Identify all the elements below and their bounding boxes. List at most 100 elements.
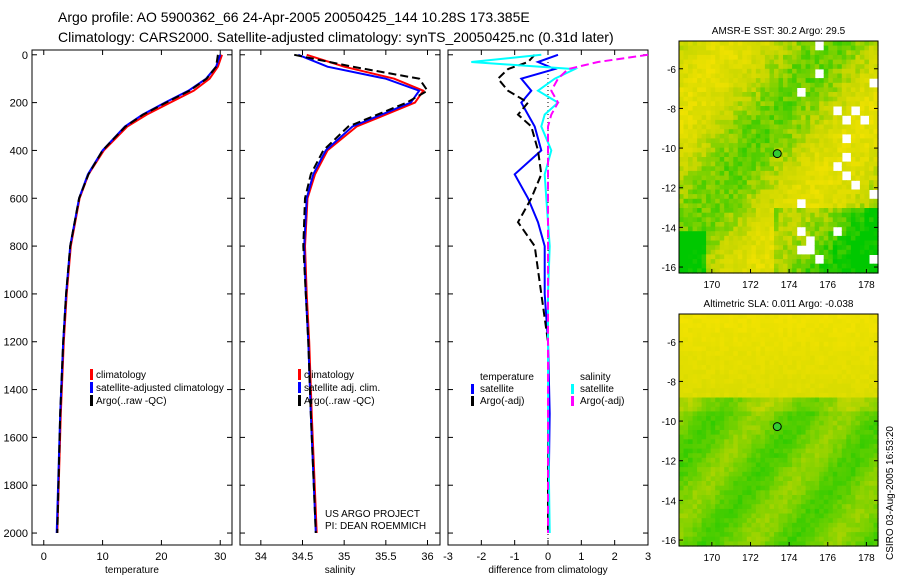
x-tick-label: 174: [781, 280, 798, 291]
annotation: PI: DEAN ROEMMICH: [325, 521, 426, 532]
map-title: Altimetric SLA: 0.011 Argo: -0.038: [704, 299, 854, 310]
x-tick-label: 178: [858, 280, 875, 291]
x-tick-label: 35: [338, 551, 350, 563]
x-tick-label: 36: [421, 551, 433, 563]
map-frame: [678, 40, 879, 274]
legend-label: satellite: [480, 384, 514, 395]
y-tick-label: -6: [667, 338, 676, 349]
x-tick-label: 10: [96, 551, 108, 563]
y-tick-label: 200: [10, 98, 28, 110]
panel-frame: [31, 49, 233, 546]
y-tick-label: -6: [667, 65, 676, 76]
x-axis-label: difference from climatology: [488, 565, 607, 576]
x-tick-label: -3: [443, 551, 453, 563]
legend-swatch: [298, 382, 301, 393]
x-tick-label: 3: [645, 551, 651, 563]
x-tick-label: 176: [819, 280, 836, 291]
y-tick-label: 1800: [4, 480, 28, 492]
y-tick-label: -12: [662, 457, 677, 468]
series-line-climatology: [303, 53, 425, 534]
x-tick-label: 1: [578, 551, 584, 563]
legend-label: Argo(-adj): [480, 396, 524, 407]
x-tick-label: 172: [742, 553, 759, 564]
argo-location-marker: [772, 149, 782, 159]
map-title: AMSR-E SST: 30.2 Argo: 29.5: [712, 26, 846, 37]
y-tick-label: -10: [662, 144, 677, 155]
series-line-temperature-argo-adj-: [496, 54, 549, 533]
y-tick-label: 1200: [4, 337, 28, 349]
legend-swatch: [90, 395, 93, 406]
legend-swatch: [90, 369, 93, 380]
series-line-salinity-satellite: [471, 53, 579, 534]
legend-swatch: [90, 382, 93, 393]
annotation: US ARGO PROJECT: [325, 509, 420, 520]
legend-swatch: [471, 396, 474, 406]
legend-swatch: [571, 396, 574, 406]
legend-swatch: [298, 395, 301, 406]
x-axis-label: salinity: [325, 565, 356, 576]
x-axis-label: temperature: [105, 565, 159, 576]
panel-frame: [239, 49, 441, 546]
x-tick-label: -2: [476, 551, 486, 563]
legend-label: satellite: [580, 384, 614, 395]
legend-label: climatology: [96, 370, 146, 381]
legend-label: Argo(..raw -QC): [96, 396, 167, 407]
x-tick-label: 20: [155, 551, 167, 563]
series-line-argo-raw-qc-: [56, 54, 219, 534]
y-tick-label: -14: [662, 496, 677, 507]
legend-label: Argo(-adj): [580, 396, 624, 407]
y-tick-label: -16: [662, 536, 677, 547]
y-tick-label: 600: [10, 193, 28, 205]
x-tick-label: 34.5: [292, 551, 313, 563]
x-tick-label: 30: [214, 551, 226, 563]
y-tick-label: -12: [662, 184, 677, 195]
x-tick-label: 174: [781, 553, 798, 564]
series-line-salinity-argo-adj-: [547, 53, 649, 533]
series-line-satellite-adjusted-climatology: [55, 54, 222, 534]
argo-location-marker: [772, 422, 782, 432]
y-tick-label: -14: [662, 223, 677, 234]
heatmap-cells: [679, 314, 879, 547]
title-line-2: Climatology: CARS2000. Satellite-adjuste…: [58, 29, 614, 45]
legend-label: satellite-adjusted climatology: [96, 383, 224, 394]
legend-label: satellite adj. clim.: [304, 383, 380, 394]
x-tick-label: 34: [255, 551, 267, 563]
y-tick-label: 0: [22, 50, 28, 62]
y-tick-label: 2000: [4, 528, 28, 540]
y-tick-label: -8: [667, 104, 676, 115]
y-tick-label: 1400: [4, 385, 28, 397]
legend-heading: salinity: [580, 372, 611, 383]
map-frame: [678, 313, 879, 547]
y-tick-label: -8: [667, 377, 676, 388]
x-tick-label: -1: [510, 551, 520, 563]
x-tick-label: 170: [704, 280, 721, 291]
x-tick-label: 172: [742, 280, 759, 291]
legend-heading: temperature: [480, 372, 534, 383]
y-tick-label: 400: [10, 145, 28, 157]
x-tick-label: 2: [612, 551, 618, 563]
title-line-1: Argo profile: AO 5900362_66 24-Apr-2005 …: [58, 9, 530, 25]
y-tick-label: 1600: [4, 432, 28, 444]
series-line-climatology: [56, 54, 223, 534]
series-line-satellite-adj-clim-: [297, 53, 421, 534]
y-tick-label: -10: [662, 417, 677, 428]
y-tick-label: -16: [662, 263, 677, 274]
y-tick-label: 1000: [4, 289, 28, 301]
x-tick-label: 0: [545, 551, 551, 563]
heatmap-cells: [679, 41, 879, 274]
legend-swatch: [298, 369, 301, 380]
x-tick-label: 178: [858, 553, 875, 564]
series-line-temperature-satellite: [513, 53, 559, 534]
legend-label: climatology: [304, 370, 354, 381]
legend-label: Argo(..raw -QC): [304, 396, 375, 407]
y-tick-label: 800: [10, 241, 28, 253]
legend-swatch: [471, 384, 474, 394]
side-label: CSIRO 03-Aug-2005 16:53:20: [885, 426, 896, 560]
x-tick-label: 176: [819, 553, 836, 564]
x-tick-label: 35.5: [375, 551, 396, 563]
series-line-argo-raw-qc-: [294, 53, 429, 534]
x-tick-label: 170: [704, 553, 721, 564]
x-tick-label: 0: [41, 551, 47, 563]
